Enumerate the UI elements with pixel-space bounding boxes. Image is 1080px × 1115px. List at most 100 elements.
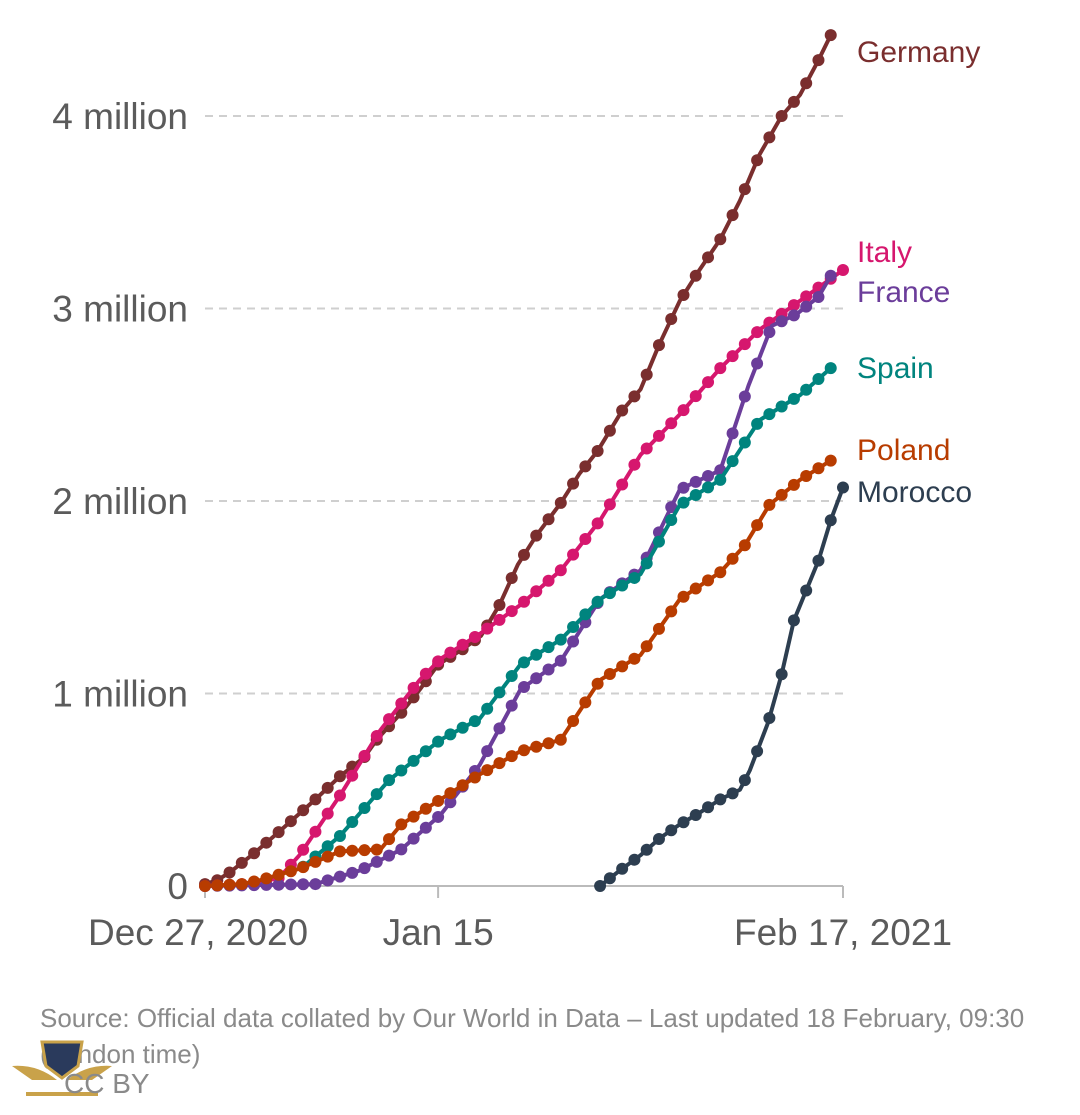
data-point bbox=[309, 878, 322, 891]
data-point bbox=[284, 878, 297, 891]
data-point bbox=[542, 574, 555, 587]
data-point bbox=[432, 810, 445, 823]
data-point bbox=[616, 478, 629, 491]
data-point bbox=[640, 640, 653, 653]
data-point bbox=[603, 587, 616, 600]
data-point bbox=[542, 513, 555, 526]
data-point bbox=[321, 840, 334, 853]
data-point bbox=[787, 478, 800, 491]
data-point bbox=[370, 843, 383, 856]
data-point bbox=[518, 595, 530, 608]
data-point bbox=[800, 383, 813, 396]
data-point bbox=[493, 613, 506, 626]
data-point bbox=[505, 670, 518, 683]
data-point bbox=[751, 745, 764, 758]
data-point bbox=[481, 622, 494, 635]
data-point bbox=[738, 539, 751, 552]
data-point bbox=[272, 826, 285, 839]
series-label: Italy bbox=[857, 236, 912, 269]
data-point bbox=[702, 376, 715, 389]
data-point bbox=[640, 843, 653, 856]
y-tick-label: 1 million bbox=[52, 674, 188, 715]
data-point bbox=[665, 824, 678, 837]
data-point bbox=[530, 740, 543, 753]
data-point bbox=[787, 95, 800, 108]
data-point bbox=[640, 442, 653, 455]
data-point bbox=[628, 571, 641, 584]
data-point bbox=[751, 326, 764, 339]
data-point bbox=[542, 663, 555, 676]
data-point bbox=[702, 470, 715, 483]
data-point bbox=[505, 605, 518, 618]
data-point bbox=[824, 269, 837, 282]
data-point bbox=[594, 880, 607, 892]
data-point bbox=[346, 815, 359, 828]
data-point bbox=[689, 475, 702, 488]
data-point bbox=[505, 750, 518, 763]
line-chart: 0 1 million 2 million 3 million 4 million Dec… bbox=[52, 29, 980, 953]
data-point bbox=[665, 501, 678, 514]
data-point bbox=[370, 730, 383, 743]
data-point bbox=[775, 668, 788, 681]
data-point bbox=[812, 54, 825, 67]
data-point bbox=[591, 444, 604, 457]
series-label: Poland bbox=[857, 434, 950, 467]
data-point bbox=[702, 574, 715, 587]
data-point bbox=[407, 754, 420, 767]
data-point bbox=[432, 655, 445, 668]
data-point bbox=[370, 855, 383, 868]
data-point bbox=[702, 251, 715, 264]
data-point bbox=[284, 815, 297, 828]
series-line bbox=[204, 458, 832, 888]
data-point bbox=[542, 641, 555, 654]
data-point bbox=[579, 608, 592, 621]
data-point bbox=[689, 582, 702, 595]
data-point bbox=[652, 535, 665, 548]
data-point bbox=[321, 850, 334, 863]
data-point bbox=[248, 875, 261, 888]
data-point bbox=[321, 874, 334, 887]
data-point bbox=[714, 566, 727, 579]
data-point bbox=[530, 648, 543, 661]
data-point bbox=[775, 488, 788, 501]
data-point bbox=[567, 715, 580, 728]
watermark-logo bbox=[12, 1036, 112, 1106]
data-point bbox=[738, 774, 751, 787]
data-point bbox=[763, 408, 776, 421]
data-point bbox=[567, 477, 580, 490]
data-point bbox=[579, 533, 592, 546]
data-point bbox=[567, 635, 580, 648]
license-label: CC BY bbox=[64, 1068, 150, 1099]
data-point bbox=[493, 722, 506, 735]
data-point bbox=[775, 315, 788, 328]
data-point bbox=[689, 390, 702, 403]
series-germany bbox=[199, 29, 837, 891]
data-point bbox=[726, 209, 739, 222]
data-point bbox=[333, 770, 346, 783]
data-point bbox=[787, 309, 800, 322]
data-point bbox=[444, 646, 457, 659]
data-point bbox=[223, 866, 236, 879]
data-point bbox=[591, 517, 604, 530]
data-point bbox=[468, 630, 481, 643]
data-point bbox=[751, 417, 764, 430]
series-label: Spain bbox=[857, 352, 934, 385]
data-point bbox=[444, 796, 457, 809]
data-point bbox=[751, 154, 764, 167]
data-point bbox=[272, 868, 285, 881]
data-point bbox=[775, 400, 788, 413]
data-point bbox=[603, 667, 616, 680]
data-point bbox=[554, 654, 567, 667]
data-point bbox=[358, 749, 371, 762]
data-point bbox=[665, 514, 678, 527]
data-point bbox=[554, 633, 567, 646]
data-point bbox=[800, 290, 813, 303]
data-point bbox=[383, 774, 396, 787]
data-point bbox=[812, 290, 825, 303]
y-tick-label: 2 million bbox=[52, 481, 188, 522]
data-point bbox=[481, 702, 494, 715]
data-point bbox=[726, 787, 739, 800]
data-point bbox=[579, 460, 592, 473]
data-point bbox=[346, 866, 359, 879]
series-line bbox=[204, 268, 845, 888]
